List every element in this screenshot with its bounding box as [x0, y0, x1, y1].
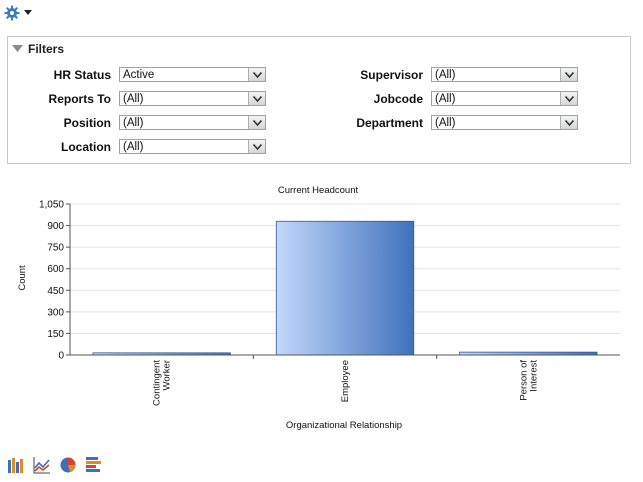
x-tick-label: ContingentWorker	[152, 360, 173, 406]
y-tick-label: 600	[47, 264, 64, 275]
chevron-down-icon	[560, 116, 577, 129]
y-tick-label: 750	[47, 243, 64, 254]
chart-type-toolbar	[7, 456, 103, 474]
x-tick-label-line: Person of	[518, 360, 529, 401]
headcount-bar-chart: Current Headcount Count Organizational R…	[17, 185, 620, 431]
x-tick-label-line: Interest	[528, 360, 539, 392]
gear-icon	[4, 5, 20, 21]
select-value: Active	[123, 69, 155, 81]
supervisor-select[interactable]: (All)	[431, 67, 578, 82]
chevron-down-icon	[560, 92, 577, 105]
filter-label: Position	[63, 115, 111, 130]
filter-supervisor: Supervisor (All)	[298, 67, 578, 82]
filter-position: Position (All)	[8, 115, 266, 130]
y-tick-label: 900	[47, 221, 64, 232]
y-tick-label: 0	[58, 351, 64, 362]
x-tick-label: Employee	[340, 360, 351, 402]
jobcode-select[interactable]: (All)	[431, 91, 578, 106]
y-tick-label: 450	[47, 286, 64, 297]
x-tick-label-line: Contingent	[152, 360, 163, 406]
location-select[interactable]: (All)	[119, 139, 266, 154]
select-value: (All)	[123, 93, 144, 105]
filter-label: Supervisor	[360, 67, 423, 82]
select-value: (All)	[435, 69, 456, 81]
department-select[interactable]: (All)	[431, 115, 578, 130]
y-tick-label: 1,050	[39, 200, 64, 211]
filter-department: Department (All)	[298, 115, 578, 130]
chevron-down-icon	[248, 140, 265, 153]
position-select[interactable]: (All)	[119, 115, 266, 130]
options-menu-button[interactable]	[4, 4, 32, 22]
hr-status-select[interactable]: Active	[119, 67, 266, 82]
x-tick-label-line: Employee	[340, 360, 351, 402]
chevron-down-icon	[560, 68, 577, 81]
y-tick-label: 300	[47, 307, 64, 318]
filters-toggle[interactable]: Filters	[12, 42, 64, 56]
filter-label: Department	[356, 115, 423, 130]
y-axis-label: Count	[17, 265, 28, 291]
select-value: (All)	[435, 117, 456, 129]
filter-label: Reports To	[48, 91, 111, 106]
select-value: (All)	[123, 141, 144, 153]
x-tick-label-line: Worker	[162, 360, 173, 390]
horizontal-bar-chart-icon[interactable]	[85, 456, 103, 474]
chevron-down-icon	[248, 92, 265, 105]
x-tick-label: Person ofInterest	[518, 360, 539, 401]
filters-panel: Filters HR Status Active Reports To (All…	[7, 36, 631, 164]
chevron-down-icon	[248, 116, 265, 129]
bar	[275, 220, 415, 356]
filter-jobcode: Jobcode (All)	[298, 91, 578, 106]
filter-reports-to: Reports To (All)	[8, 91, 266, 106]
reports-to-select[interactable]: (All)	[119, 91, 266, 106]
filter-label: HR Status	[53, 67, 111, 82]
filter-hr-status: HR Status Active	[8, 67, 266, 82]
dropdown-arrow-icon	[24, 10, 32, 15]
collapse-triangle-icon	[12, 45, 23, 52]
bar-chart-icon[interactable]	[7, 456, 25, 474]
filters-title: Filters	[28, 42, 65, 56]
select-value: (All)	[123, 117, 144, 129]
chart-title: Current Headcount	[278, 185, 359, 196]
filter-label: Location	[61, 139, 111, 154]
select-value: (All)	[435, 93, 456, 105]
line-chart-icon[interactable]	[33, 456, 51, 474]
filter-location: Location (All)	[8, 139, 266, 154]
pie-chart-icon[interactable]	[59, 456, 77, 474]
filter-label: Jobcode	[373, 91, 423, 106]
chevron-down-icon	[248, 68, 265, 81]
x-axis-label: Organizational Relationship	[286, 420, 402, 431]
y-tick-label: 150	[47, 329, 64, 340]
